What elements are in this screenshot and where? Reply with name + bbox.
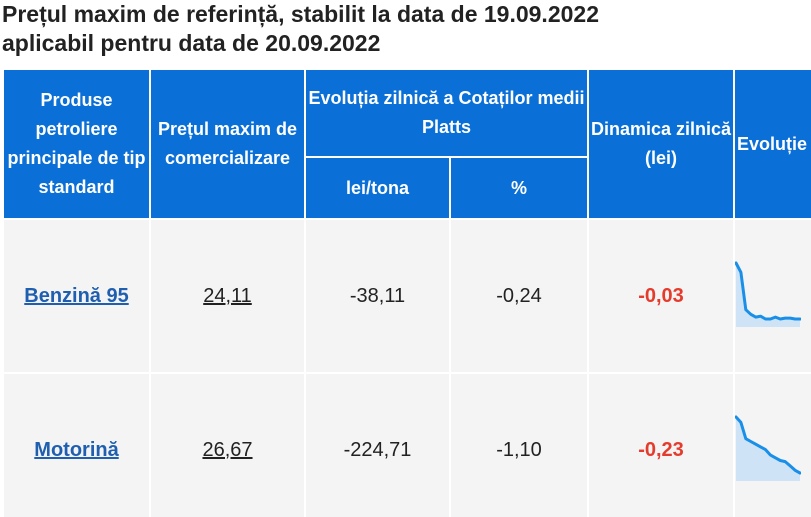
page-title-line-2: aplicabil pentru data de 20.09.2022 <box>2 30 381 56</box>
dynamics-value: -0,03 <box>638 284 684 307</box>
page-title: Prețul maxim de referință, stabilit la d… <box>2 0 807 58</box>
header-platts: Evoluția zilnică a Cotaților medii Platt… <box>303 68 590 158</box>
max-price-cell: 26,67 <box>149 372 306 517</box>
header-lei-tona: lei/tona <box>304 156 451 220</box>
header-product: Produse petroliere principale de tip sta… <box>2 68 151 220</box>
max-price-link[interactable]: 26,67 <box>202 438 253 461</box>
sparkline-chart[interactable] <box>735 261 802 331</box>
lei-tona-cell: -38,11 <box>304 218 451 374</box>
sparkline-line <box>735 261 802 321</box>
prices-table-container[interactable]: Produse petroliere principale de tip sta… <box>2 68 811 517</box>
sparkline-area <box>736 263 801 327</box>
dynamics-cell: -0,23 <box>587 372 736 517</box>
evolution-cell <box>733 218 811 374</box>
product-link-benzina-95[interactable]: Benzină 95 <box>24 284 129 307</box>
dynamics-value: -0,23 <box>638 438 684 461</box>
product-cell: Motorină <box>2 372 151 517</box>
sparkline-area <box>736 417 801 481</box>
lei-tona-cell: -224,71 <box>304 372 451 517</box>
header-percent: % <box>448 156 590 220</box>
header-evolution: Evoluție <box>733 68 811 220</box>
page-title-line-1: Prețul maxim de referință, stabilit la d… <box>2 1 599 27</box>
percent-cell: -0,24 <box>448 218 590 374</box>
sparkline-line <box>735 415 802 475</box>
prices-table: Produse petroliere principale de tip sta… <box>2 68 811 517</box>
dynamics-cell: -0,03 <box>587 218 736 374</box>
table-row: Motorină 26,67 -224,71 -1,10 -0,23 <box>2 372 811 517</box>
product-link-motorina[interactable]: Motorină <box>34 438 119 461</box>
table-row: Benzină 95 24,11 -38,11 -0,24 -0,03 <box>2 218 811 374</box>
header-max-price: Prețul maxim de comercializare <box>149 68 306 220</box>
sparkline-chart[interactable] <box>735 415 802 485</box>
percent-cell: -1,10 <box>448 372 590 517</box>
product-cell: Benzină 95 <box>2 218 151 374</box>
max-price-cell: 24,11 <box>149 218 306 374</box>
header-dynamics: Dinamica zilnică (lei) <box>587 68 736 220</box>
max-price-link[interactable]: 24,11 <box>203 284 252 307</box>
evolution-cell <box>733 372 811 517</box>
